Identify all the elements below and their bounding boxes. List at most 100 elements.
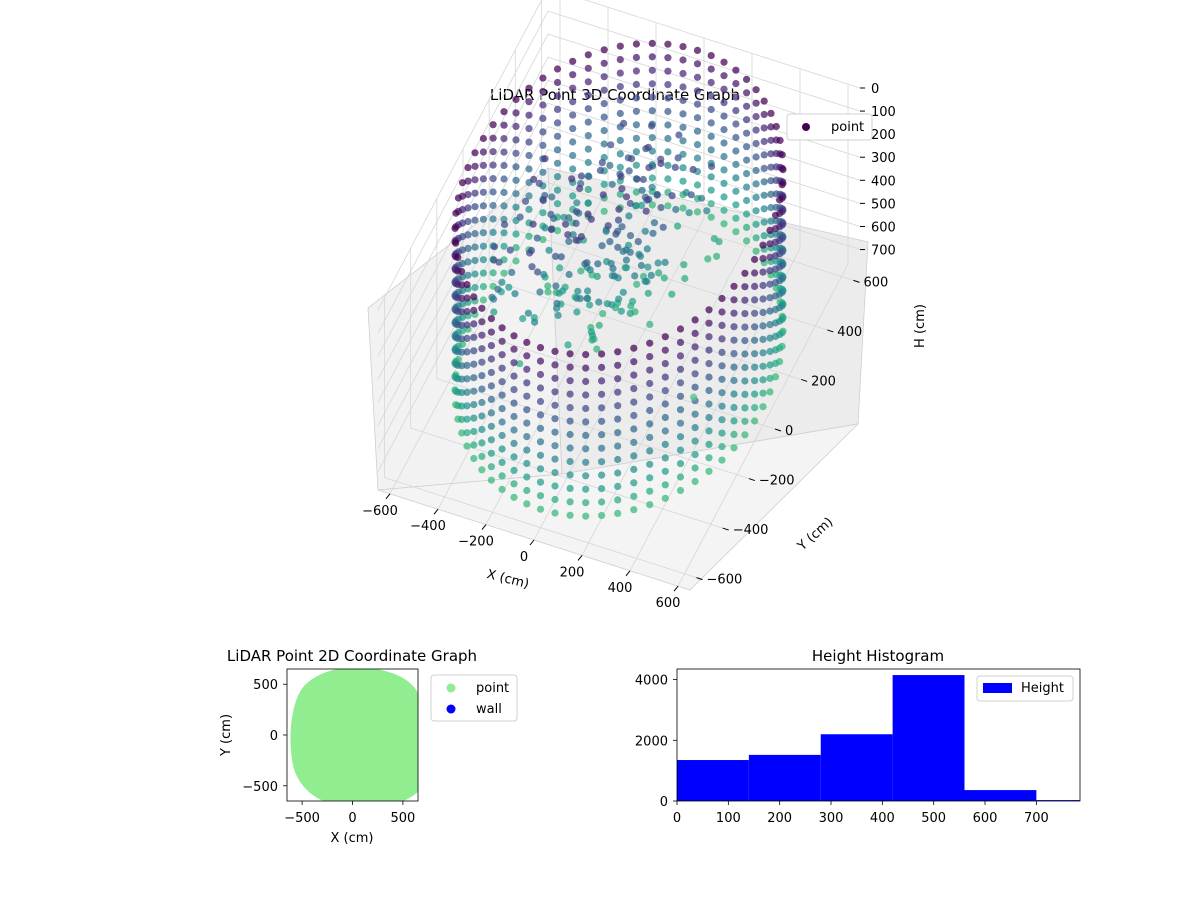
- data-point: [582, 499, 589, 506]
- data-point: [662, 427, 669, 434]
- data-point: [609, 265, 616, 272]
- x-tick-mark: [674, 586, 678, 591]
- data-point: [478, 359, 485, 366]
- z-axis-label-3d: H (cm): [913, 304, 928, 348]
- data-point: [718, 362, 725, 369]
- data-point: [664, 175, 671, 182]
- data-point: [499, 351, 506, 358]
- z-tick-label: 100: [871, 105, 896, 120]
- data-point: [537, 438, 544, 445]
- data-point: [674, 223, 681, 230]
- data-point: [614, 375, 621, 382]
- data-point: [664, 95, 671, 102]
- data-point: [573, 208, 580, 215]
- data-point: [753, 127, 760, 134]
- data-point: [598, 391, 605, 398]
- data-point: [657, 160, 664, 167]
- data-point: [644, 264, 651, 271]
- data-point: [554, 92, 561, 99]
- data-point: [715, 238, 722, 245]
- data-point: [732, 161, 739, 168]
- data-point: [499, 418, 506, 425]
- y-tick-label: 200: [811, 374, 836, 389]
- data-point: [584, 295, 591, 302]
- data-point: [510, 386, 517, 393]
- data-point: [633, 94, 640, 101]
- data-point: [582, 486, 589, 493]
- data-point: [705, 441, 712, 448]
- data-point: [730, 444, 737, 451]
- data-point: [499, 338, 506, 345]
- data-point: [720, 113, 727, 120]
- x-tick-label: 200: [560, 565, 585, 580]
- data-point: [595, 299, 602, 306]
- data-point: [766, 388, 773, 395]
- data-point: [598, 404, 605, 411]
- data-point: [552, 282, 559, 289]
- y-tick-label: −600: [707, 573, 743, 588]
- data-point: [688, 191, 695, 198]
- data-point: [567, 364, 574, 371]
- histogram-title: Height Histogram: [812, 647, 944, 665]
- y-tick-label: 0: [785, 424, 793, 439]
- x-axis-label-3d: X (cm): [485, 567, 530, 592]
- data-point: [490, 175, 497, 182]
- data-point: [488, 450, 495, 457]
- data-point: [648, 122, 655, 129]
- data-point: [645, 290, 652, 297]
- data-point: [617, 70, 624, 77]
- data-point: [741, 364, 748, 371]
- data-point: [718, 308, 725, 315]
- data-point: [577, 267, 584, 274]
- data-point: [598, 472, 605, 479]
- data-point: [530, 176, 537, 183]
- data-point: [539, 88, 546, 95]
- data-point: [751, 404, 758, 411]
- data-point: [730, 390, 737, 397]
- x-tick-label: 400: [608, 581, 633, 596]
- data-point: [646, 474, 653, 481]
- data-point: [759, 269, 766, 276]
- data-point: [639, 187, 646, 194]
- data-point: [627, 200, 634, 207]
- data-point: [779, 151, 786, 158]
- data-point: [732, 80, 739, 87]
- data-point: [574, 288, 581, 295]
- data-point: [471, 244, 478, 251]
- x-tick-label: 0: [673, 811, 681, 826]
- data-point: [694, 87, 701, 94]
- data-point: [620, 289, 627, 296]
- data-point: [627, 310, 634, 317]
- data-point: [569, 98, 576, 105]
- data-point: [753, 140, 760, 147]
- data-point: [677, 325, 684, 332]
- data-point: [454, 254, 461, 261]
- legend-histogram: Height: [977, 676, 1073, 701]
- data-point: [512, 231, 519, 238]
- data-point: [548, 226, 555, 233]
- y-axis-label-2d: Y (cm): [219, 714, 234, 757]
- data-point: [646, 461, 653, 468]
- legend-marker-wall: [447, 705, 456, 714]
- data-point: [718, 443, 725, 450]
- data-point: [471, 176, 478, 183]
- data-point: [730, 417, 737, 424]
- data-point: [633, 176, 640, 183]
- data-point: [480, 296, 487, 303]
- data-point: [500, 162, 507, 169]
- data-point: [705, 333, 712, 340]
- data-point: [525, 98, 532, 105]
- data-point: [779, 166, 786, 173]
- data-point: [537, 479, 544, 486]
- data-point: [471, 190, 478, 197]
- data-point: [623, 193, 630, 200]
- data-point: [677, 420, 684, 427]
- data-point: [471, 284, 478, 291]
- data-point: [551, 388, 558, 395]
- data-point: [452, 210, 459, 217]
- data-point: [464, 164, 471, 171]
- data-point: [499, 459, 506, 466]
- data-point: [630, 466, 637, 473]
- data-point: [567, 471, 574, 478]
- x-tick-label: 700: [1024, 811, 1049, 826]
